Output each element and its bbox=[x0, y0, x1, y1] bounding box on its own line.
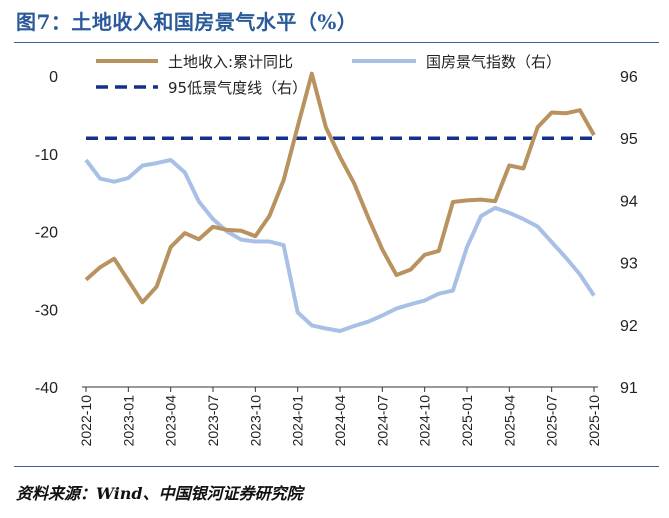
series-line-1 bbox=[84, 158, 596, 333]
x-tick-label: 2023-07 bbox=[205, 395, 221, 447]
legend-label-2: 95低景气度线（右） bbox=[168, 79, 307, 97]
chart-axes: 0 -10 -20 -30 -40 96 95 94 93 92 91 2022-10 2023-0… bbox=[35, 69, 638, 446]
x-tick-label: 2023-01 bbox=[120, 395, 136, 447]
x-tick-label: 2025-01 bbox=[459, 395, 475, 447]
x-tick-label: 2024-04 bbox=[332, 395, 348, 447]
left-tick-label: -10 bbox=[35, 147, 58, 164]
chart-legend: 土地收入:累计同比 国房景气指数（右） 95低景气度线（右） bbox=[96, 53, 561, 97]
x-tick-label: 2025-10 bbox=[586, 395, 602, 447]
left-tick-label: -20 bbox=[35, 225, 58, 242]
series-line-0 bbox=[84, 71, 596, 305]
legend-label-0: 土地收入:累计同比 bbox=[168, 53, 293, 71]
right-tick-label: 95 bbox=[620, 131, 638, 148]
right-tick-label: 91 bbox=[620, 380, 638, 397]
right-tick-label: 96 bbox=[620, 69, 638, 86]
x-axis-ticks: 2022-10 2023-01 2023-04 2023-07 2023-10 2024-… bbox=[78, 387, 602, 446]
right-tick-label: 94 bbox=[620, 193, 638, 210]
x-tick-label: 2024-07 bbox=[374, 395, 390, 447]
left-axis-ticks: 0 -10 -20 -30 -40 bbox=[35, 69, 58, 397]
x-tick-label: 2025-07 bbox=[544, 395, 560, 447]
left-tick-label: -40 bbox=[35, 380, 58, 397]
x-tick-label: 2023-10 bbox=[247, 395, 263, 447]
source-note: 资料来源：Wind、中国银河证券研究院 bbox=[16, 484, 303, 503]
x-tick-label: 2024-10 bbox=[417, 395, 433, 447]
x-tick-label: 2022-10 bbox=[78, 395, 94, 447]
left-tick-label: 0 bbox=[49, 69, 58, 86]
left-tick-label: -30 bbox=[35, 302, 58, 319]
right-axis-ticks: 96 95 94 93 92 91 bbox=[620, 69, 638, 397]
right-tick-label: 92 bbox=[620, 318, 638, 335]
x-tick-label: 2025-04 bbox=[501, 395, 517, 447]
title-rule bbox=[14, 42, 659, 43]
source-rule bbox=[14, 466, 659, 467]
right-tick-label: 93 bbox=[620, 256, 638, 273]
x-tick-label: 2023-04 bbox=[163, 395, 179, 447]
legend-label-1: 国房景气指数（右） bbox=[426, 53, 561, 71]
chart-area: 0 -10 -20 -30 -40 96 95 94 93 92 91 2022-10 2023-0… bbox=[35, 53, 638, 446]
x-tick-label: 2024-01 bbox=[290, 395, 306, 447]
chart-series bbox=[84, 71, 596, 333]
chart-title: 图7：土地收入和国房景气水平（%） bbox=[16, 10, 358, 34]
